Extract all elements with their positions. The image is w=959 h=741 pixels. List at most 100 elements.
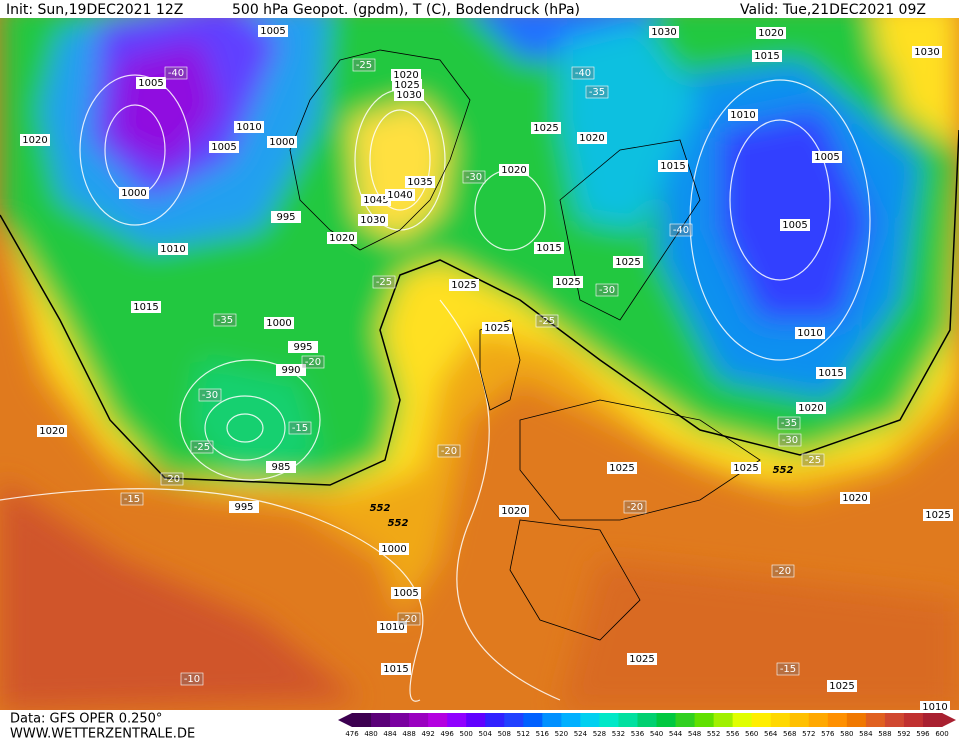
- pressure-label-box: [267, 136, 297, 148]
- pressure-label: 1015: [754, 51, 779, 62]
- colorbar-label: 504: [479, 730, 493, 738]
- pressure-label-box: [358, 214, 388, 226]
- temperature-label: -40: [575, 68, 591, 79]
- pressure-label: 1010: [236, 122, 261, 133]
- pressure-label: 1015: [536, 243, 561, 254]
- temperature-label: -20: [627, 502, 643, 513]
- temperature-label: -20: [441, 446, 457, 457]
- pressure-label: 1020: [579, 133, 604, 144]
- pressure-label: 995: [293, 342, 312, 353]
- pressure-label: 1025: [925, 510, 950, 521]
- pressure-label-box: [405, 176, 435, 188]
- pressure-label-box: [449, 279, 479, 291]
- pressure-label-box: [381, 663, 411, 675]
- temperature-label: -25: [539, 316, 555, 327]
- pressure-label-box: [499, 164, 529, 176]
- colorbar-swatch: [409, 713, 429, 727]
- temperature-label-box: [437, 444, 461, 458]
- pressure-label-box: [234, 121, 264, 133]
- colorbar-swatch: [428, 713, 448, 727]
- map-title: 500 hPa Geopot. (gpdm), T (C), Bodendruc…: [232, 2, 580, 18]
- colorbar-swatch: [466, 713, 486, 727]
- pressure-label-box: [379, 543, 409, 555]
- colorbar-label: 596: [916, 730, 930, 738]
- init-time: Init: Sun,19DEC2021 12Z: [6, 2, 183, 18]
- pressure-label-box: [756, 27, 786, 39]
- colorbar-label: 600: [935, 730, 948, 738]
- pressure-label-box: [752, 50, 782, 62]
- pressure-label: 985: [271, 462, 290, 473]
- pressure-label: 1000: [269, 137, 294, 148]
- pressure-label-box: [266, 461, 296, 473]
- colorbar-swatch: [618, 713, 638, 727]
- temperature-label: -10: [184, 674, 200, 685]
- temperature-label-box: [585, 85, 609, 99]
- temperature-label-box: [595, 283, 619, 297]
- colorbar-label: 584: [859, 730, 873, 738]
- temperature-label: -40: [673, 225, 689, 236]
- header-bar: [0, 0, 959, 18]
- pressure-label-box: [209, 141, 239, 153]
- temperature-label: -30: [782, 435, 798, 446]
- pressure-label: 1025: [629, 654, 654, 665]
- pressure-label-box: [731, 462, 761, 474]
- pressure-label: 1025: [609, 463, 634, 474]
- pressure-label: 1030: [651, 27, 676, 38]
- pressure-label: 1000: [381, 544, 406, 555]
- colorbar-swatch: [352, 713, 372, 727]
- pressure-label: 1015: [660, 161, 685, 172]
- pressure-label: 1020: [798, 403, 823, 414]
- temperature-label: -35: [781, 418, 797, 429]
- colorbar-swatch: [371, 713, 391, 727]
- coastlines: [289, 49, 761, 641]
- temperature-label-box: [771, 564, 795, 578]
- temperature-label: -40: [168, 68, 184, 79]
- pressure-label: 1020: [39, 426, 64, 437]
- temperature-label-box: [160, 472, 184, 486]
- temperature-label: -20: [775, 566, 791, 577]
- colorbar-label: 508: [498, 730, 511, 738]
- pressure-label-box: [795, 327, 825, 339]
- pressure-label: 1025: [484, 323, 509, 334]
- temperature-label-box: [776, 662, 800, 676]
- pressure-label: 1010: [922, 702, 947, 713]
- temperature-label: -30: [599, 285, 615, 296]
- pressure-label-box: [920, 701, 950, 713]
- pressure-label: 1010: [730, 110, 755, 121]
- pressure-label: 1035: [407, 177, 432, 188]
- pressure-label: 1020: [22, 135, 47, 146]
- pressure-label: 1025: [829, 681, 854, 692]
- pressure-label-box: [923, 509, 953, 521]
- colorbar-label: 532: [612, 730, 625, 738]
- pressure-label-box: [627, 653, 657, 665]
- colorbar-label: 500: [460, 730, 473, 738]
- pressure-label-box: [912, 46, 942, 58]
- pressure-label-box: [499, 505, 529, 517]
- height-label: 552: [370, 503, 391, 514]
- colorbar-swatch: [713, 713, 734, 727]
- colorbar-swatch: [599, 713, 619, 727]
- pressure-label-box: [613, 256, 643, 268]
- pressure-label-box: [482, 322, 512, 334]
- colorbar-swatch: [542, 713, 562, 727]
- pressure-label: 1015: [818, 368, 843, 379]
- temperature-label-box: [462, 170, 486, 184]
- temperature-label-box: [571, 66, 595, 80]
- pressure-label: 1025: [394, 80, 419, 91]
- valid-time: Valid: Tue,21DEC2021 09Z: [740, 2, 926, 18]
- colorbar-label: 524: [574, 730, 588, 738]
- colorbar-label: 520: [555, 730, 568, 738]
- pressure-label-box: [258, 25, 288, 37]
- temperature-label-box: [120, 492, 144, 506]
- colorbar-swatch: [447, 713, 467, 727]
- pressure-label-box: [37, 425, 67, 437]
- temperature-label-box: [164, 66, 188, 80]
- pressure-label-box: [229, 501, 259, 513]
- temperature-label-box: [778, 433, 802, 447]
- pressure-label-box: [607, 462, 637, 474]
- pressure-label-box: [327, 232, 357, 244]
- pressure-label-box: [840, 492, 870, 504]
- colorbar-label: 476: [345, 730, 359, 738]
- colorbar-label: 576: [821, 730, 835, 738]
